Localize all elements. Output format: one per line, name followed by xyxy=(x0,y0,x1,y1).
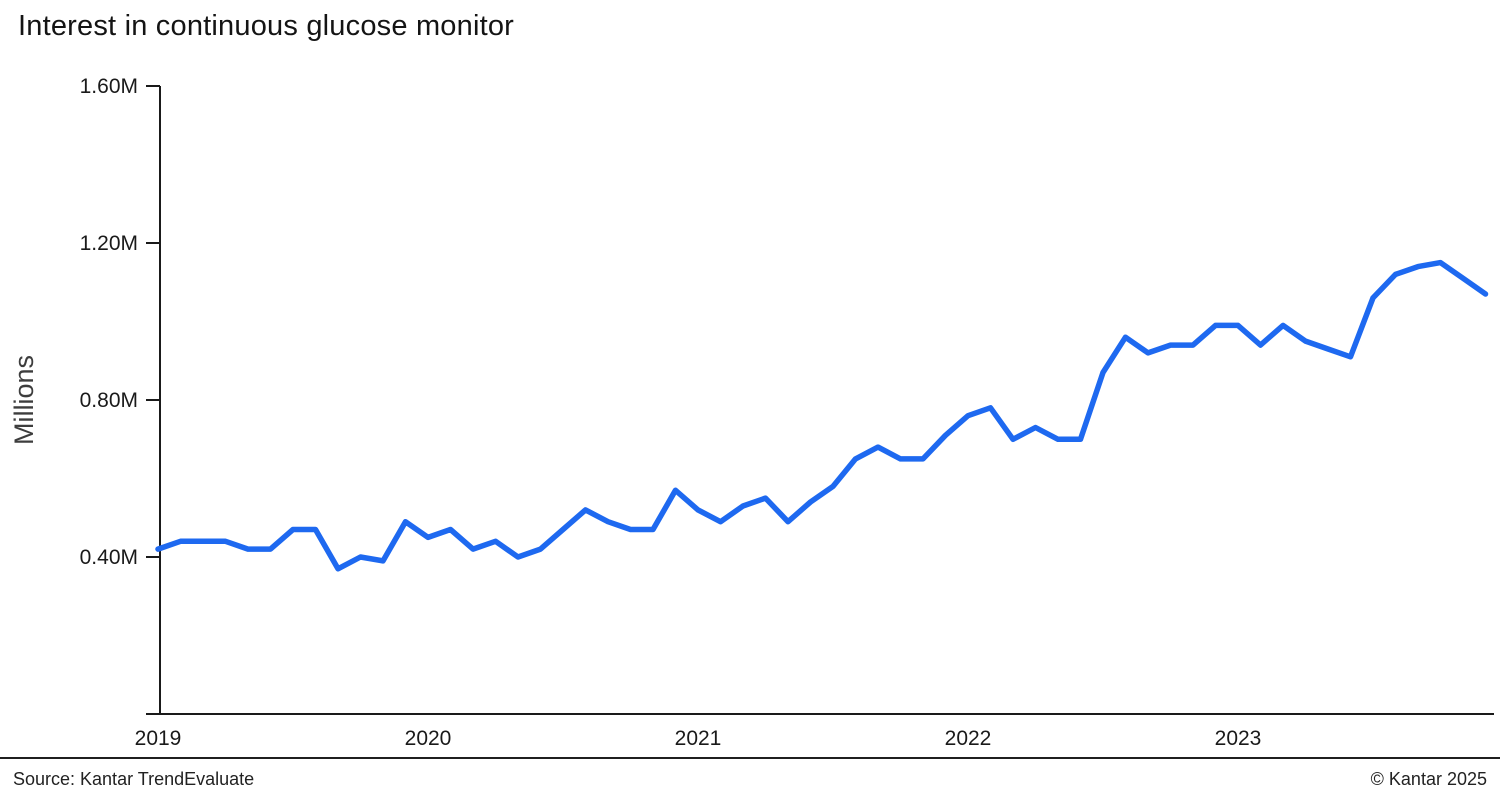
footer: Source: Kantar TrendEvaluate © Kantar 20… xyxy=(0,757,1500,800)
y-axis-title: Millions xyxy=(9,355,39,445)
chart-area: 0.40M 0.80M 1.20M 1.60M 2019 2020 2021 2022 2023… xyxy=(9,75,1494,750)
copyright-note: © Kantar 2025 xyxy=(1370,769,1487,789)
data-line xyxy=(155,259,1489,572)
x-tick-label: 2021 xyxy=(675,727,722,750)
x-tick-label: 2019 xyxy=(135,727,182,750)
y-tick-label: 1.20M xyxy=(80,232,138,255)
line-chart: 0.40M 0.80M 1.20M 1.60M 2019 2020 2021 2022 2023… xyxy=(9,75,1494,750)
x-tick-label: 2023 xyxy=(1215,727,1262,750)
x-tick-label: 2020 xyxy=(405,727,452,750)
y-tick-label: 1.60M xyxy=(80,75,138,98)
x-tick-label: 2022 xyxy=(945,727,992,750)
y-tick-label: 0.80M xyxy=(80,389,138,412)
y-tick-label: 0.40M xyxy=(80,546,138,569)
chart-title: Interest in continuous glucose monitor xyxy=(18,10,515,42)
source-note: Source: Kantar TrendEvaluate xyxy=(13,769,255,789)
